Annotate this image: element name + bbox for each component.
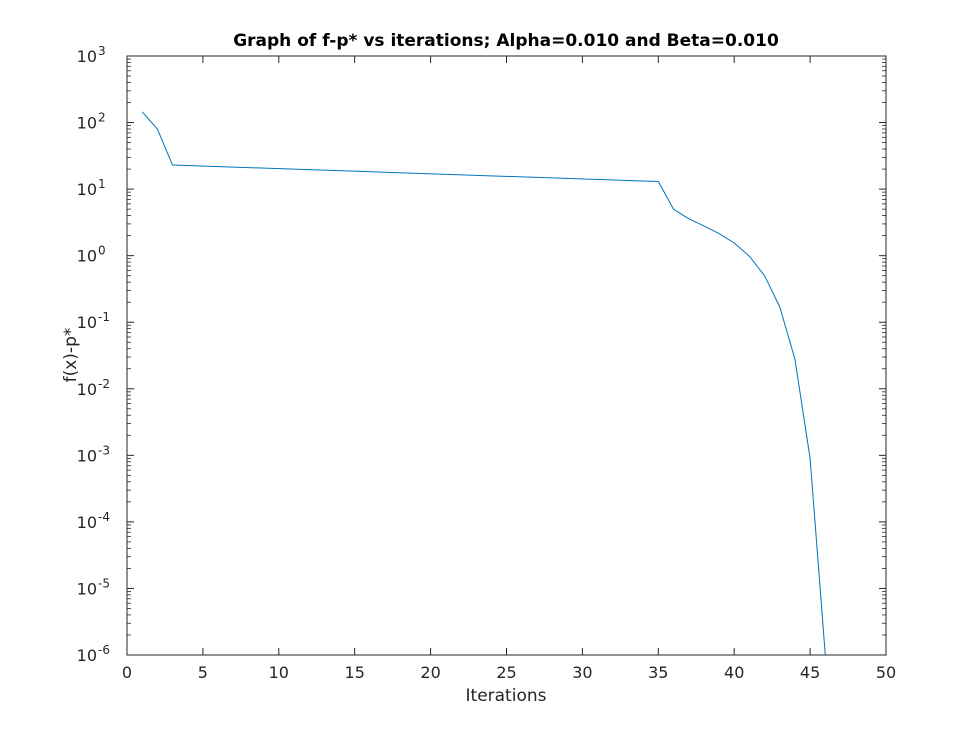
x-tick-label: 35 [648,663,668,682]
y-tick-exponent: -3 [98,443,110,457]
y-tick-label: 10 [77,114,97,133]
y-tick-exponent: -2 [98,377,110,391]
axes-box [126,55,887,656]
x-tick-label: 15 [345,663,365,682]
y-tick-base: 10 [77,114,97,133]
chart-title: Graph of f-p* vs iterations; Alpha=0.010… [233,31,779,51]
y-tick-label: 10 [77,380,97,399]
x-tick-label: 30 [572,663,592,682]
y-tick-exponent: 3 [98,44,106,58]
y-tick-base: 10 [77,180,97,199]
y-tick-label: 10 [77,446,97,465]
y-tick-exponent: -1 [98,310,110,324]
y-tick-exponent: 2 [98,111,106,125]
x-tick-label: 20 [420,663,440,682]
y-tick-exponent: -4 [98,510,110,524]
y-tick-label: 10 [77,313,97,332]
x-axis-label: Iterations [466,686,547,706]
y-tick-label: 10 [77,513,97,532]
y-tick-label: 10 [77,579,97,598]
y-tick-base: 10 [77,646,97,665]
y-axis-label: f(x)-p* [61,328,81,383]
series-line [141,111,826,656]
y-tick-label: 10 [77,180,97,199]
y-tick-base: 10 [77,313,97,332]
y-tick-label: 10 [77,646,97,665]
x-tick-label: 25 [496,663,516,682]
y-tick-label: 10 [77,47,97,66]
y-tick-base: 10 [77,446,97,465]
y-tick-exponent: -5 [98,576,110,590]
y-tick-base: 10 [77,579,97,598]
x-tick-label: 0 [122,663,132,682]
plot-area [127,56,886,655]
y-tick-base: 10 [77,47,97,66]
y-tick-exponent: 1 [98,177,106,191]
x-tick-label: 45 [800,663,820,682]
x-tick-label: 10 [269,663,289,682]
y-tick-base: 10 [77,247,97,266]
y-tick-base: 10 [77,513,97,532]
x-tick-label: 40 [724,663,744,682]
x-tick-labels: 0 5 10 15 20 25 30 35 40 45 50 [122,663,896,682]
y-tick-label: 10 [77,247,97,266]
x-tick-label: 50 [876,663,896,682]
x-tick-label: 5 [198,663,208,682]
series-layer [141,111,826,656]
y-tick-exponent: -6 [98,643,110,657]
y-tick-exponent: 0 [98,244,106,258]
y-tick-base: 10 [77,380,97,399]
